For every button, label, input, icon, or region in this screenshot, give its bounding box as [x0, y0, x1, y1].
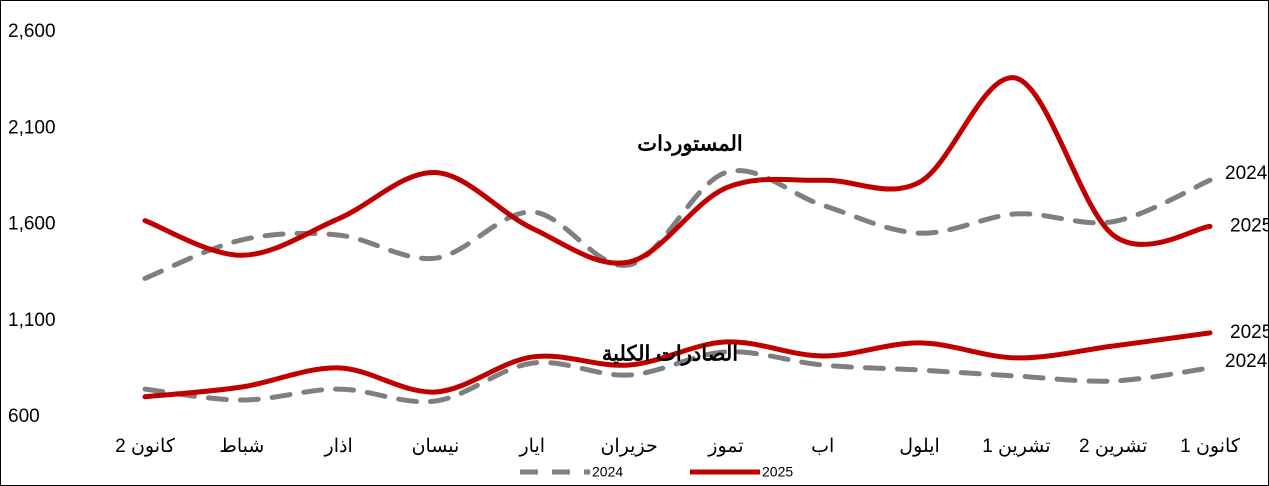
x-tick-label: اذار — [324, 436, 353, 457]
y-tick-label: 2,600 — [8, 21, 56, 42]
x-tick-label: شباط — [219, 436, 264, 457]
line-series — [142, 75, 1213, 266]
series-end-label: 2024 — [1225, 351, 1268, 372]
y-tick-label: 600 — [8, 406, 40, 427]
x-tick-label: تشرين 2 — [1079, 436, 1147, 457]
y-tick-label: 1,600 — [8, 214, 56, 235]
y-tick-label: 2,100 — [8, 117, 56, 138]
annotation: الصادرات الكلية — [602, 343, 738, 367]
series-end-label: 2025 — [1230, 322, 1269, 343]
x-tick-label: اب — [811, 436, 834, 457]
line-series — [142, 349, 1213, 405]
series-end-label: 2025 — [1230, 215, 1269, 236]
x-tick-label: كانون 2 — [115, 436, 176, 457]
x-tick-label: كانون 1 — [1180, 436, 1241, 457]
x-tick-label: تموز — [707, 436, 743, 457]
legend-label: 2025 — [762, 464, 793, 480]
legend-label: 2024 — [592, 464, 623, 480]
x-tick-label: نيسان — [412, 436, 460, 457]
y-tick-label: 1,100 — [8, 310, 56, 331]
series-end-label: 2024 — [1225, 163, 1268, 184]
x-tick-label: ايار — [519, 436, 546, 457]
line-series — [142, 330, 1213, 400]
annotation: المستوردات — [637, 133, 742, 157]
x-tick-label: ايلول — [899, 436, 939, 457]
x-tick-label: تشرين 1 — [982, 436, 1050, 457]
line-series — [142, 168, 1213, 281]
x-tick-label: حزيران — [600, 436, 657, 457]
